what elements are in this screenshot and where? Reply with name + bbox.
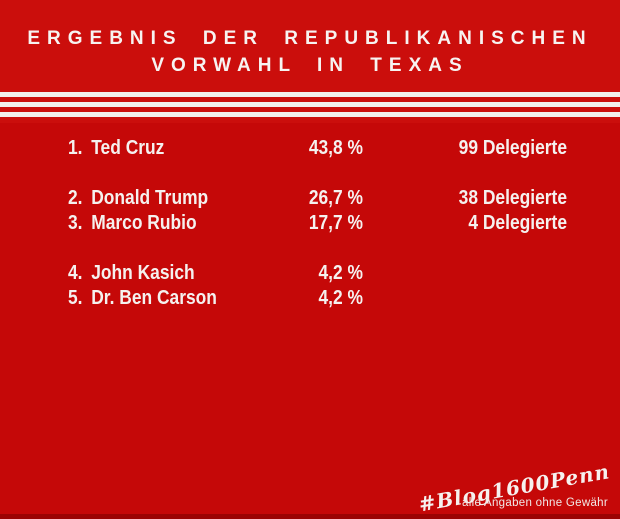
candidate-name: Dr. Ben Carson xyxy=(91,287,217,309)
candidate-cell: 2. Donald Trump xyxy=(68,186,225,211)
delegates-value: 38 Delegierte xyxy=(458,187,567,209)
candidate-name: Donald Trump xyxy=(91,187,209,209)
percent-value: 26,7 % xyxy=(308,187,363,209)
page-title-line-2: VORWAHL IN TEXAS xyxy=(151,55,469,76)
rank-label: 1. xyxy=(68,137,83,159)
candidate-name: Ted Cruz xyxy=(91,137,165,159)
percent-value: 17,7 % xyxy=(308,212,363,234)
page-title: ERGEBNIS DER REPUBLIKANISCHEN VORWAHL IN… xyxy=(0,25,620,79)
result-row: 3. Marco Rubio 17,7 % 4 Delegierte xyxy=(0,211,620,236)
bottom-border xyxy=(0,514,620,519)
percent-value: 43,8 % xyxy=(308,137,363,159)
rank-label: 2. xyxy=(68,187,83,209)
divider-stripe xyxy=(0,112,620,117)
result-row: 2. Donald Trump 26,7 % 38 Delegierte xyxy=(0,186,620,211)
rank-label: 4. xyxy=(68,262,83,284)
result-row: 1. Ted Cruz 43,8 % 99 Delegierte xyxy=(0,136,620,161)
result-group: 4. John Kasich 4,2 % 5. Dr. Ben Carson 4… xyxy=(0,261,620,311)
divider-stripe xyxy=(0,102,620,107)
candidate-cell: 4. John Kasich xyxy=(68,261,225,286)
percent-value: 4,2 % xyxy=(318,262,363,284)
delegates-value xyxy=(390,286,567,311)
candidate-cell: 3. Marco Rubio xyxy=(68,211,225,236)
candidate-cell: 5. Dr. Ben Carson xyxy=(68,286,225,311)
result-row: 4. John Kasich 4,2 % xyxy=(0,261,620,286)
percent-value: 4,2 % xyxy=(318,287,363,309)
result-group: 2. Donald Trump 26,7 % 38 Delegierte 3. … xyxy=(0,186,620,236)
delegates-value: 99 Delegierte xyxy=(458,137,567,159)
delegates-value xyxy=(390,261,567,286)
candidate-name: John Kasich xyxy=(91,262,195,284)
candidate-name: Marco Rubio xyxy=(91,212,197,234)
result-row: 5. Dr. Ben Carson 4,2 % xyxy=(0,286,620,311)
disclaimer-text: alle Angaben ohne Gewähr xyxy=(462,497,608,509)
delegates-value: 4 Delegierte xyxy=(468,212,567,234)
results-list: 1. Ted Cruz 43,8 % 99 Delegierte 2. Dona… xyxy=(0,123,620,311)
rank-label: 3. xyxy=(68,212,83,234)
rank-label: 5. xyxy=(68,287,83,309)
candidate-cell: 1. Ted Cruz xyxy=(68,136,225,161)
result-group: 1. Ted Cruz 43,8 % 99 Delegierte xyxy=(0,136,620,161)
divider-stripe xyxy=(0,92,620,97)
page-title-line-1: ERGEBNIS DER REPUBLIKANISCHEN xyxy=(27,28,593,49)
title-block: ERGEBNIS DER REPUBLIKANISCHEN VORWAHL IN… xyxy=(0,0,620,123)
